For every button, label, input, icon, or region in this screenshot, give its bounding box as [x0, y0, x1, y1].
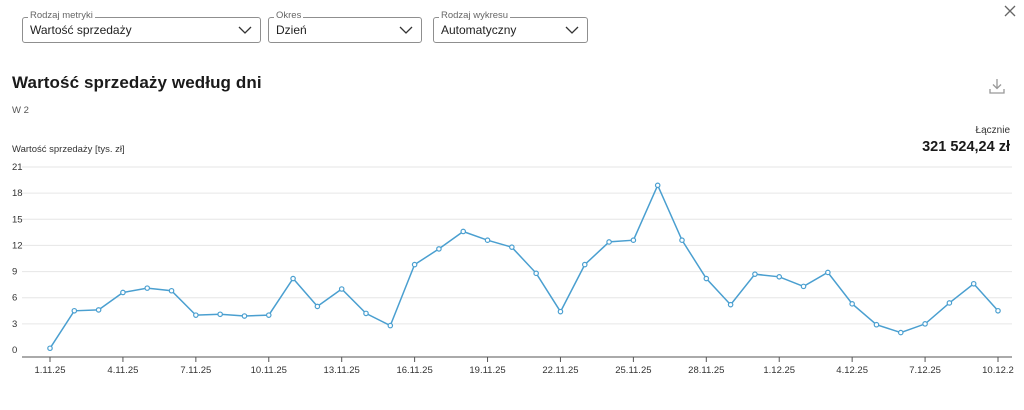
- data-point: [849, 301, 855, 307]
- x-tick-label: 7.12.25: [909, 365, 941, 376]
- data-point: [387, 322, 394, 329]
- x-tick-label: 1.11.25: [35, 365, 66, 376]
- x-tick-label: 10.11.25: [251, 365, 287, 376]
- y-tick-label: 15: [12, 214, 23, 225]
- data-point: [897, 329, 904, 336]
- data-point: [800, 283, 807, 290]
- data-point: [95, 307, 102, 313]
- x-tick-label: 4.12.25: [836, 365, 868, 376]
- data-point: [776, 273, 783, 280]
- data-point: [411, 261, 418, 268]
- data-point: [314, 303, 321, 310]
- x-tick-label: 16.11.25: [396, 365, 432, 376]
- chevron-down-icon: [238, 26, 252, 34]
- data-point: [217, 311, 223, 318]
- data-point: [363, 310, 369, 317]
- period-select-legend: Okres: [274, 10, 304, 22]
- data-point: [71, 307, 78, 314]
- data-point: [241, 313, 248, 319]
- data-point: [509, 244, 515, 250]
- data-point: [630, 237, 637, 244]
- x-tick-label: 22.11.25: [542, 365, 578, 376]
- y-axis-label: Wartość sprzedaży [tys. zł]: [12, 144, 125, 155]
- data-point: [338, 286, 345, 292]
- chart-title: Wartość sprzedaży według dni: [12, 73, 262, 92]
- data-point: [679, 237, 685, 244]
- data-point: [654, 182, 661, 189]
- data-point: [922, 321, 928, 327]
- chart-type-select-value: Automatyczny: [441, 23, 517, 37]
- series-points: [47, 182, 1001, 352]
- x-tick-label: 25.11.25: [615, 365, 651, 376]
- x-tick-label: 7.11.25: [180, 365, 211, 376]
- x-tick-label: 19.11.25: [469, 365, 505, 376]
- period-select-value: Dzień: [276, 23, 307, 37]
- data-point: [995, 307, 1001, 314]
- x-axis-ticks: 1.11.25 4.11.25 7.11.25 10.11.25 13.11.25 16.…: [35, 357, 1014, 376]
- data-point: [436, 246, 442, 252]
- chevron-down-icon: [565, 26, 579, 34]
- data-point: [825, 269, 831, 276]
- data-point: [727, 301, 734, 308]
- x-tick-label: 13.11.25: [324, 365, 360, 376]
- close-icon[interactable]: [1003, 4, 1017, 18]
- data-point: [120, 289, 126, 296]
- data-point: [581, 261, 588, 268]
- period-select[interactable]: Okres Dzień: [268, 10, 422, 43]
- x-tick-label: 10.12.2: [982, 365, 1014, 376]
- series-line: [49, 183, 999, 349]
- metric-select-legend: Rodzaj metryki: [28, 10, 95, 22]
- y-tick-label: 0: [12, 345, 17, 356]
- chart-type-select[interactable]: Rodzaj wykresu Automatyczny: [433, 10, 588, 43]
- chart-grid: [22, 166, 1012, 325]
- y-tick-label: 3: [12, 319, 17, 330]
- y-tick-label: 18: [12, 188, 23, 199]
- x-tick-label: 28.11.25: [688, 365, 724, 376]
- x-tick-label: 1.12.25: [763, 365, 795, 376]
- data-point: [752, 271, 758, 277]
- x-tick-label: 4.11.25: [107, 365, 138, 376]
- download-icon[interactable]: [988, 77, 1006, 95]
- data-point: [47, 345, 53, 352]
- data-point: [144, 285, 151, 291]
- data-point: [970, 280, 977, 287]
- data-point: [460, 228, 467, 235]
- y-tick-label: 9: [12, 267, 17, 278]
- data-point: [484, 237, 491, 244]
- data-point: [946, 300, 953, 306]
- data-point: [873, 321, 880, 328]
- data-point: [703, 275, 710, 282]
- data-point: [533, 270, 539, 277]
- chart-subtitle: W 2: [12, 105, 29, 116]
- y-tick-label: 6: [12, 293, 17, 304]
- data-point: [193, 312, 199, 318]
- data-point: [265, 312, 272, 318]
- data-point: [606, 239, 612, 245]
- data-point: [290, 275, 296, 282]
- chevron-down-icon: [399, 26, 413, 34]
- y-tick-label: 12: [12, 240, 23, 251]
- y-axis-ticks: 0 3 6 9 12 15 18 21: [12, 162, 23, 356]
- data-point: [557, 308, 564, 315]
- total-label: Łącznie: [975, 125, 1010, 136]
- total-value: 321 524,24 zł: [922, 139, 1010, 155]
- metric-select-value: Wartość sprzedaży: [30, 23, 132, 37]
- data-point: [168, 287, 175, 294]
- y-tick-label: 21: [12, 162, 23, 173]
- chart-type-select-legend: Rodzaj wykresu: [439, 10, 511, 22]
- metric-select[interactable]: Rodzaj metryki Wartość sprzedaży: [22, 10, 261, 43]
